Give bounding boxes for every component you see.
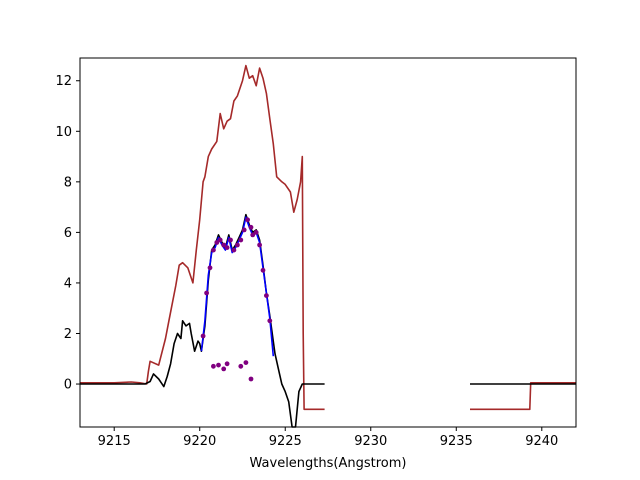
series-3-point bbox=[224, 245, 230, 251]
series-3-point bbox=[216, 362, 221, 368]
series-3-point bbox=[231, 247, 237, 253]
series-3-point bbox=[238, 363, 244, 369]
series-0-line-0 bbox=[80, 64, 325, 411]
series-3-point bbox=[264, 293, 269, 298]
series-3-point bbox=[248, 224, 254, 230]
series-3-point bbox=[248, 376, 254, 382]
y-tick-label: 6 bbox=[64, 226, 72, 241]
x-tick-label: 9235 bbox=[440, 434, 473, 449]
series-3-point bbox=[200, 333, 206, 339]
series-3-point bbox=[238, 237, 244, 243]
series-3-point bbox=[214, 240, 220, 245]
series-3-point bbox=[243, 360, 249, 365]
series-3-point bbox=[253, 230, 259, 235]
series-3-point bbox=[224, 361, 230, 367]
x-tick-label: 9215 bbox=[98, 434, 131, 449]
series-3-point bbox=[267, 318, 273, 324]
series-3-point bbox=[204, 290, 210, 296]
y-tick-label: 4 bbox=[64, 276, 72, 291]
y-tick-label: 12 bbox=[55, 74, 72, 89]
series-2-line-0 bbox=[200, 216, 275, 357]
y-tick-label: 8 bbox=[64, 175, 72, 190]
series-3-point bbox=[260, 267, 266, 273]
series-3-point bbox=[235, 242, 240, 248]
series-3-point bbox=[241, 227, 247, 233]
series-3-point bbox=[211, 363, 216, 369]
y-axis: 0 2 4 6 8 10 12 bbox=[55, 74, 80, 393]
x-axis-label: Wavelengths(Angstrom) bbox=[250, 456, 407, 471]
series-3-point bbox=[250, 232, 256, 238]
y-tick-label: 10 bbox=[55, 125, 72, 140]
x-tick-label: 9220 bbox=[183, 434, 216, 449]
x-tick-label: 9225 bbox=[269, 434, 302, 449]
y-tick-label: 0 bbox=[64, 378, 72, 393]
plot-frame bbox=[79, 57, 577, 428]
series-3-point bbox=[245, 217, 251, 223]
x-tick-label: 9230 bbox=[354, 434, 387, 449]
y-tick-label: 2 bbox=[64, 327, 72, 342]
x-tick-label: 9240 bbox=[525, 434, 558, 449]
series-1-line-0 bbox=[80, 213, 325, 428]
series-3-point bbox=[228, 237, 233, 243]
x-axis: 9215 9220 9225 9230 9235 9240 bbox=[98, 427, 558, 449]
series-3-point bbox=[211, 247, 216, 253]
series-3-point bbox=[217, 237, 223, 243]
series-3-point bbox=[257, 242, 262, 248]
series-3-point bbox=[221, 366, 227, 372]
series-3-point bbox=[221, 242, 227, 248]
series-layer bbox=[80, 64, 576, 428]
series-3-point bbox=[207, 265, 213, 271]
series-0-line-1 bbox=[470, 381, 576, 411]
